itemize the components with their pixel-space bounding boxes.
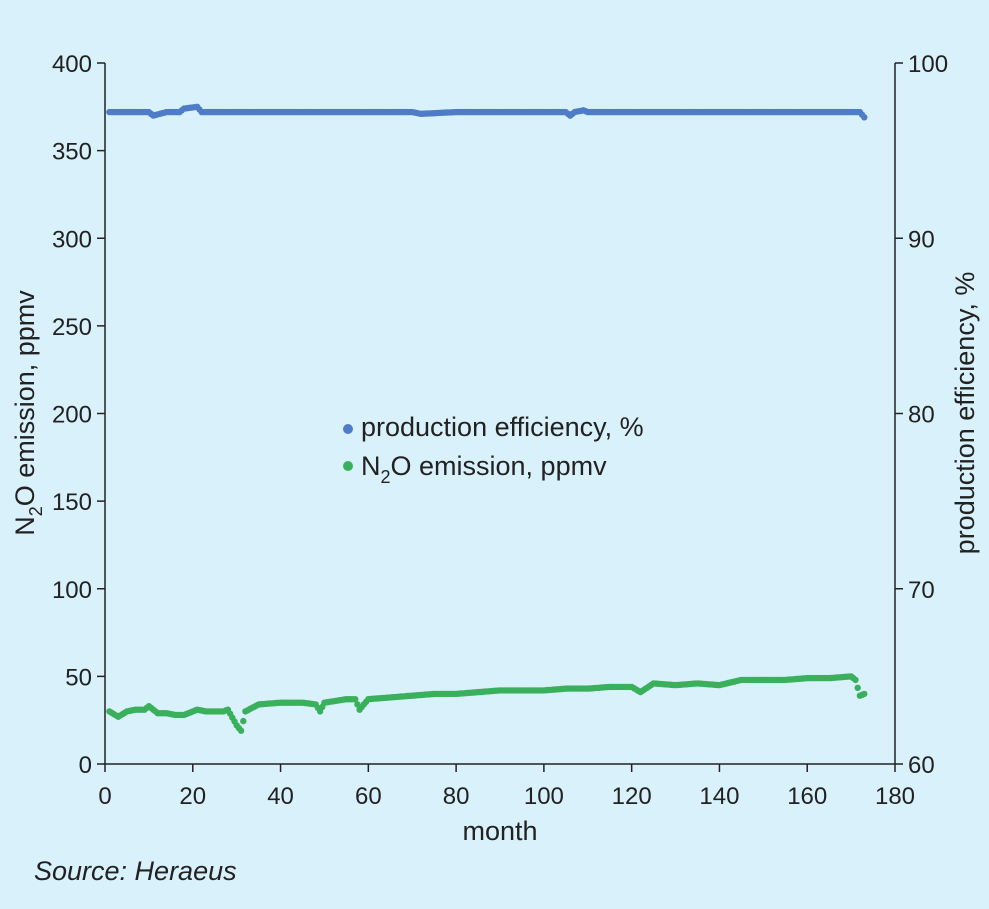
axis-ticks: 0 20 40 60 80 100 120 140 160 180 0 50 100 150 200 250 3… bbox=[52, 51, 948, 810]
data-point bbox=[861, 690, 868, 698]
legend-efficiency-marker bbox=[343, 424, 353, 434]
y-left-tick-label: 0 bbox=[79, 752, 92, 779]
y-right-axis-label: production efficiency, % bbox=[950, 272, 980, 555]
y-left-tick-label: 150 bbox=[52, 489, 92, 516]
data-point bbox=[852, 676, 859, 684]
y-left-tick-label: 400 bbox=[52, 51, 92, 78]
y-left-tick-label: 300 bbox=[52, 226, 92, 253]
data-marks bbox=[106, 103, 868, 734]
data-point bbox=[237, 727, 245, 734]
y-left-axis-label: N2O emission, ppmv bbox=[10, 290, 46, 536]
source-note: Source: Heraeus bbox=[34, 856, 237, 886]
data-point bbox=[352, 696, 359, 703]
y-left-tick-label: 350 bbox=[52, 139, 92, 166]
y-right-tick-label: 70 bbox=[908, 577, 935, 604]
y-right-tick-label: 80 bbox=[908, 402, 935, 429]
x-tick-label: 40 bbox=[267, 783, 294, 810]
x-tick-label: 20 bbox=[179, 783, 206, 810]
data-point bbox=[854, 684, 861, 691]
x-tick-label: 100 bbox=[524, 783, 564, 810]
y-left-tick-label: 250 bbox=[52, 314, 92, 341]
x-tick-label: 80 bbox=[443, 783, 470, 810]
data-point bbox=[240, 717, 247, 725]
y-left-tick-label: 50 bbox=[65, 664, 92, 691]
legend-n2o-marker bbox=[343, 461, 353, 471]
series-1-points bbox=[106, 673, 868, 734]
y-right-tick-label: 60 bbox=[908, 752, 935, 779]
legend-efficiency-label: production efficiency, % bbox=[361, 412, 644, 442]
y-left-tick-label: 200 bbox=[52, 402, 92, 429]
series-0-points bbox=[106, 103, 868, 121]
x-tick-label: 160 bbox=[787, 783, 827, 810]
data-point bbox=[861, 114, 868, 121]
legend: production efficiency, % N2O emission, p… bbox=[343, 412, 644, 487]
x-tick-label: 60 bbox=[355, 783, 382, 810]
y-left-tick-label: 100 bbox=[52, 577, 92, 604]
y-right-tick-label: 90 bbox=[908, 226, 935, 253]
legend-n2o-label: N2O emission, ppmv bbox=[361, 451, 607, 487]
x-tick-label: 180 bbox=[875, 783, 915, 810]
x-axis-label: month bbox=[462, 816, 537, 846]
y-right-tick-label: 100 bbox=[908, 51, 948, 78]
x-tick-label: 140 bbox=[699, 783, 739, 810]
x-tick-label: 0 bbox=[98, 783, 111, 810]
x-tick-label: 120 bbox=[612, 783, 652, 810]
